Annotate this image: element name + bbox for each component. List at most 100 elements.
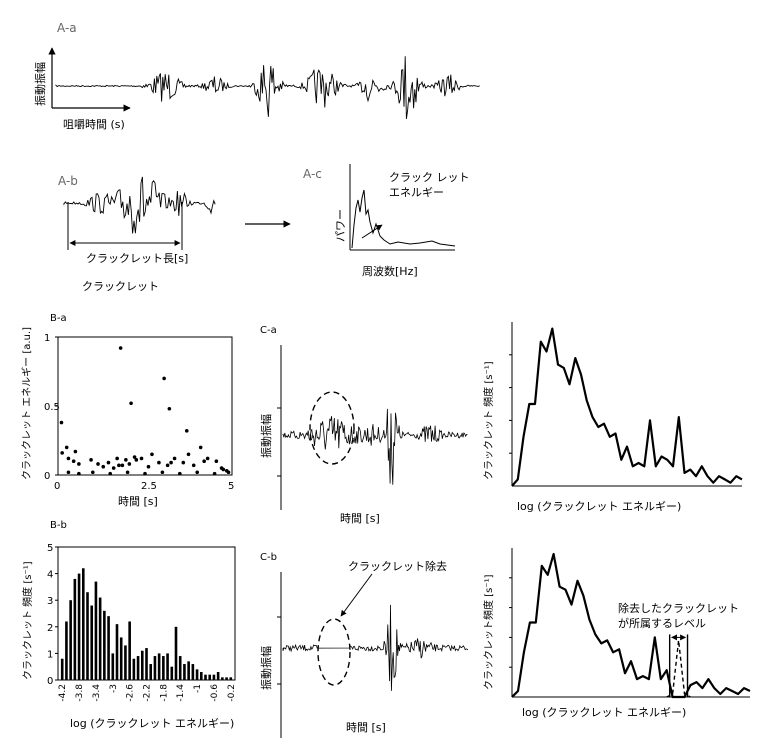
b-a-point [132,455,137,459]
b-b-bar [60,658,64,680]
a-c-annotation-1: クラック レット [389,171,470,184]
b-b-bar [140,650,144,680]
b-b-bar [115,624,119,680]
b-a-point [169,460,173,465]
b-b-bar [128,621,131,680]
b-b-bar [136,656,140,680]
b-b-bar [73,578,77,680]
b-b-bar [229,677,233,680]
b-b-bar [65,621,68,680]
b-a-point [186,452,191,457]
c-b-ylabel: 振動振幅 [259,646,273,690]
b-a-point [205,456,210,461]
b-b-bar [149,664,153,680]
b-b-bar [107,616,110,680]
b-b-bar [191,664,195,680]
b-a-point [146,464,151,469]
c-a-waveform [282,408,468,485]
b-a-point [108,471,112,476]
b-a-point [59,420,64,425]
b-a-point [202,459,206,464]
chart-d-b: クラックレット頻度 [s⁻¹] log (クラックレット エネルギー) 除去した… [482,548,751,719]
a-c-ylabel: パワー [334,209,347,242]
b-b-ytick-label: 5 [47,543,53,554]
a-c-energy-arrow [361,224,383,239]
b-b-bar [208,674,212,680]
b-a-point [160,470,165,475]
b-a-point [214,459,219,464]
b-a-point [77,462,81,466]
c-a-highlight-ellipse [309,391,355,465]
b-b-xlabel: log (クラックレット エネルギー) [70,717,234,730]
b-a-point [96,462,100,466]
b-a-plot-area [57,336,233,476]
b-b-bar [77,573,81,680]
b-b-bar [174,626,178,680]
b-b-bar [103,610,106,680]
b-a-point [157,460,161,465]
b-a-point [134,458,139,462]
b-b-bar [221,677,224,680]
b-a-point [212,471,217,476]
a-b-caption: クラックレット [82,280,159,293]
b-b-bar [187,661,190,680]
b-a-point [198,445,203,450]
panel-a-c: A-c パワー 周波数[Hz] クラック レット エネルギー [303,164,470,278]
b-b-bar [153,656,157,680]
d-a-ylabel: クラックレット 頻度 [s⁻¹] [482,361,495,480]
b-a-point [106,460,111,465]
b-a-xtick-label: 2.5 [141,481,157,492]
panel-label-a-b: A-b [58,174,78,188]
b-a-point [111,466,116,470]
c-a-ylabel: 振動振幅 [259,414,273,458]
b-b-bar [166,653,169,680]
a-c-spectrum [351,189,456,249]
b-a-point [162,376,166,381]
b-a-point [178,471,182,476]
a-b-crackle-waveform [63,176,216,234]
b-b-xtick-label: -1.4 [176,684,186,702]
b-a-point [125,470,130,475]
b-a-point [129,401,133,406]
b-b-bar [86,592,89,680]
a-a-waveform [55,56,480,119]
d-b-annotation-2: が所属するレベル [618,616,706,630]
b-a-point [221,467,226,472]
b-a-point [181,460,186,465]
a-b-length-label: クラックレット長[s] [86,252,188,265]
c-b-annotation-arrow [340,573,373,617]
b-a-point [143,471,147,476]
c-b-removed-ellipse [317,618,351,686]
b-a-point [167,406,172,411]
b-b-bar [170,666,174,680]
b-b-bar [94,581,98,680]
b-a-point [64,445,69,450]
panel-label-c-a: C-a [260,325,277,336]
b-a-point [117,463,121,468]
b-a-point [91,470,95,475]
b-a-ylabel: クラックレット エネルギー [a.u.] [21,327,33,480]
d-b-ylabel: クラックレット頻度 [s⁻¹] [482,574,495,690]
b-b-bar [178,656,182,680]
c-b-annotation: クラックレット除去 [348,559,447,573]
b-a-point [71,459,76,464]
b-a-point [124,458,128,462]
b-b-bar [119,637,123,680]
b-a-point [191,463,196,468]
b-b-bar [145,648,148,680]
b-a-xtick-label: 0 [54,481,60,492]
chart-d-a: クラックレット 頻度 [s⁻¹] log (クラックレット エネルギー) [482,322,743,513]
b-b-ytick-label: 0 [47,676,53,687]
a-a-ylabel: 振動振幅 [33,62,47,106]
b-b-ytick-label: 2 [47,623,53,634]
b-b-xtick-label: -4.2 [58,684,68,702]
b-b-bar [216,672,220,680]
panel-label-b-b: B-b [50,520,67,531]
b-a-point [150,452,154,457]
b-b-xtick-label: -3 [109,684,119,693]
b-b-xtick-label: -1.8 [159,684,169,702]
b-b-bar [69,600,72,680]
b-b-xtick-label: -1 [193,684,203,693]
b-b-ytick-label: 3 [47,596,53,607]
b-b-xtick-label: -0.2 [227,684,237,702]
